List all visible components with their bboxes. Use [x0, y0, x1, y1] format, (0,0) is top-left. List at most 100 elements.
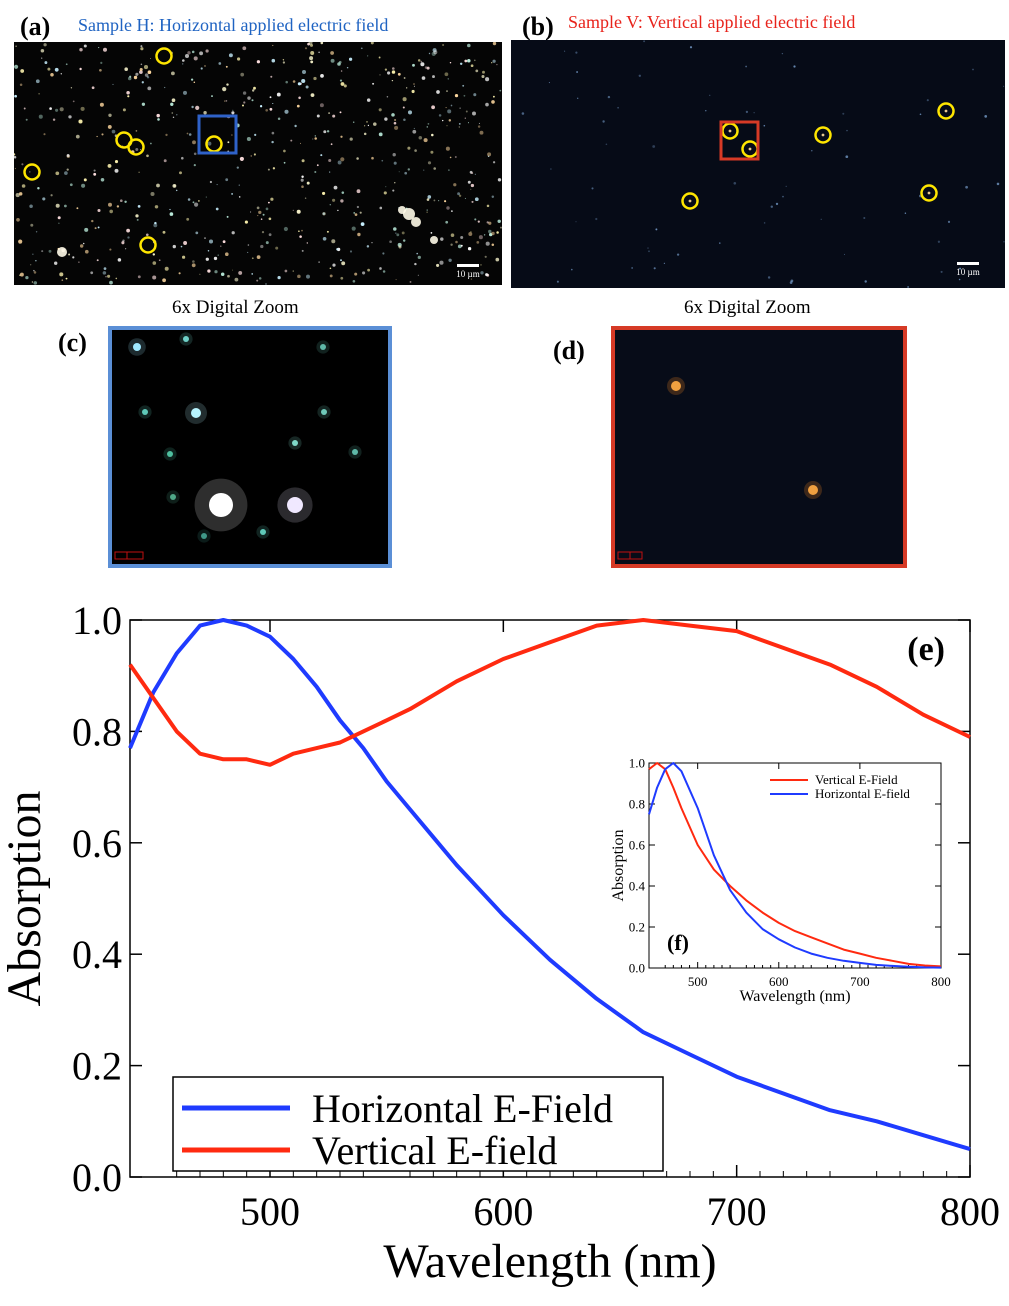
y-tick-label: 1.0 [629, 756, 645, 771]
particle [164, 266, 169, 271]
particle [412, 129, 417, 134]
particle [341, 191, 345, 194]
particle [225, 100, 228, 102]
particle [262, 213, 265, 216]
particle [477, 125, 481, 128]
particle [282, 59, 285, 61]
particle [299, 235, 302, 238]
particle [192, 140, 196, 145]
particle [292, 209, 294, 212]
particle [346, 66, 349, 69]
particle [497, 178, 502, 182]
particle [391, 70, 396, 74]
particle [265, 241, 269, 245]
particle [97, 226, 100, 229]
particle [332, 198, 336, 202]
particle [492, 42, 497, 46]
particle [333, 185, 338, 190]
particle [364, 125, 366, 127]
particle [386, 96, 389, 98]
particle [927, 191, 931, 195]
particle [152, 275, 157, 280]
particle [182, 59, 185, 62]
particle [1003, 85, 1005, 87]
particle [432, 48, 437, 53]
particle [339, 111, 342, 114]
particle [91, 219, 94, 223]
particle [251, 257, 254, 260]
particle [14, 167, 17, 170]
particle [225, 65, 228, 68]
particle [70, 87, 73, 89]
particle [114, 168, 119, 173]
particle [306, 242, 308, 244]
particle [277, 117, 281, 121]
particle [150, 142, 152, 145]
particle [254, 133, 257, 137]
particle [14, 155, 17, 159]
particle [318, 51, 320, 54]
particle [947, 220, 951, 223]
particle [484, 255, 487, 258]
particle [306, 274, 310, 279]
particle [432, 75, 435, 79]
particle [430, 232, 433, 234]
particle [124, 200, 127, 204]
particle [220, 245, 222, 247]
particle [306, 181, 310, 185]
particle [500, 226, 502, 229]
particle [360, 47, 363, 50]
particle [176, 114, 178, 116]
particle [80, 106, 85, 111]
particle [16, 217, 20, 222]
particle [157, 118, 160, 121]
particle [394, 182, 396, 184]
particle [140, 63, 143, 66]
particle [25, 275, 29, 280]
particle [203, 111, 207, 115]
particle [205, 257, 209, 261]
particle [237, 57, 241, 61]
particle-marker [155, 47, 173, 65]
particle [18, 239, 23, 244]
particle [648, 250, 650, 253]
particle [655, 228, 658, 231]
particle [30, 264, 32, 266]
particle [296, 209, 301, 214]
particle [591, 187, 594, 190]
particle [426, 198, 430, 201]
particle [260, 218, 263, 220]
particle [863, 216, 866, 220]
particle [296, 104, 300, 108]
particle [119, 199, 123, 203]
particle [487, 152, 492, 157]
particle [332, 263, 336, 267]
particle [192, 201, 195, 204]
particle [958, 278, 961, 281]
particle [458, 126, 460, 128]
particle [428, 52, 431, 55]
particle [370, 42, 374, 45]
particle [395, 232, 397, 234]
particle [205, 196, 207, 198]
particle [234, 277, 239, 282]
scale-bar [457, 264, 479, 267]
particle [181, 63, 184, 65]
particle-cluster [398, 206, 406, 214]
particle [220, 272, 225, 277]
particle [21, 184, 26, 188]
particle [284, 109, 289, 114]
particle [162, 278, 166, 283]
particle [65, 63, 68, 66]
particle [49, 107, 52, 110]
particle [379, 267, 382, 270]
particle [107, 163, 112, 168]
particle [719, 242, 721, 244]
x-tick-label: 800 [940, 1189, 1000, 1234]
particle [652, 145, 656, 148]
particle [733, 181, 737, 185]
particle [340, 157, 345, 162]
particle [301, 175, 304, 178]
particle [58, 222, 60, 224]
particle [384, 117, 388, 121]
